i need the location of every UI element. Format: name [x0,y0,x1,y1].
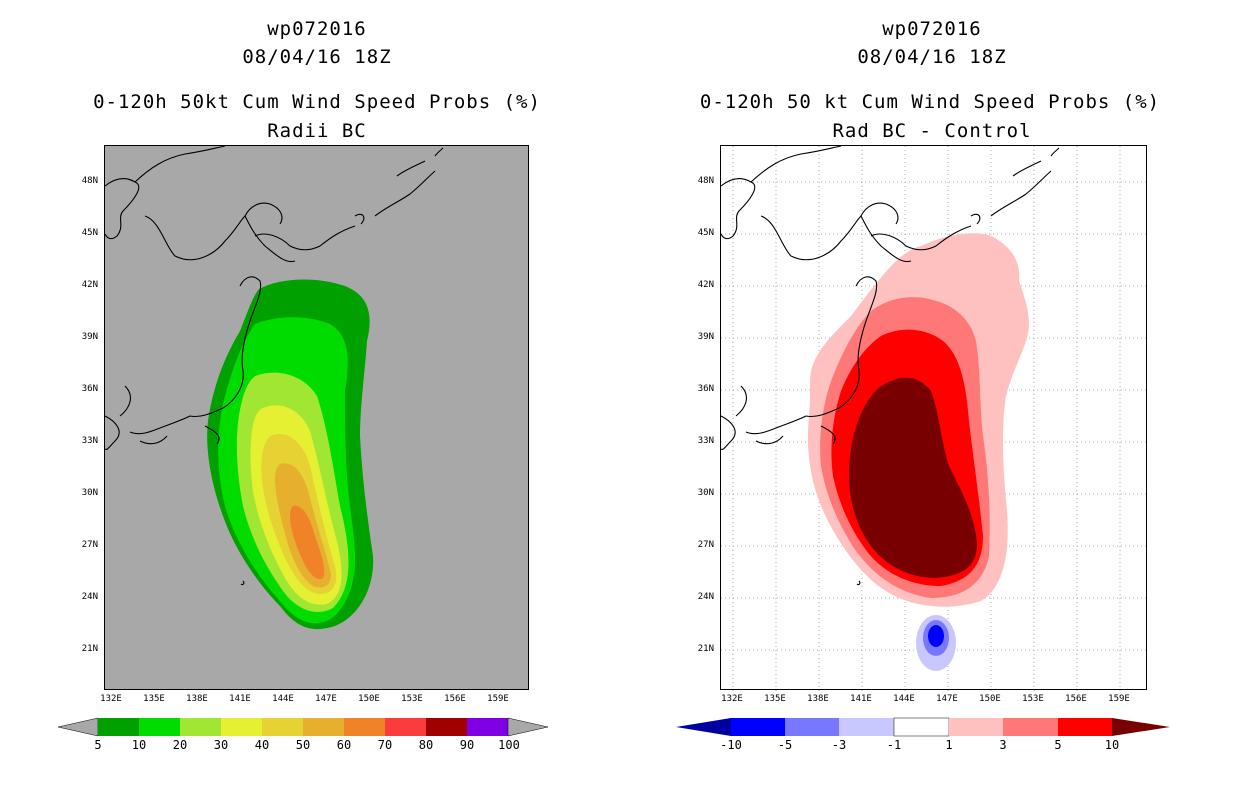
right-colorbar-label: 5 [1054,738,1062,752]
right-lon-label: 156E [1065,694,1087,704]
left-lon-label: 159E [487,694,509,704]
right-lat-label: 24N [697,592,714,602]
left-colorbar-bin [139,718,180,736]
left-lat-label: 33N [81,436,98,446]
left-colorbar [57,717,549,737]
left-lon-label: 147E [315,694,337,704]
left-colorbar-label: 90 [459,738,475,752]
left-lon-label: 141E [229,694,251,704]
right-map [720,145,1148,691]
left-lat-label: 36N [81,384,98,394]
left-colorbar-label: 60 [336,738,352,752]
left-colorbar-label: 30 [213,738,229,752]
left-lat-label: 48N [81,176,98,186]
right-subtitle: Rad BC - Control [832,120,1032,142]
left-lon-label: 153E [401,694,423,704]
right-lat-label: 36N [697,384,714,394]
left-colorbar-label: 80 [418,738,434,752]
left-lat-label: 39N [81,332,98,342]
right-lon-label: 153E [1022,694,1044,704]
left-colorbar-bin [221,718,262,736]
left-colorbar-bin [344,718,385,736]
right-lat-label: 48N [697,176,714,186]
left-lon-label: 144E [272,694,294,704]
left-datetime: 08/04/16 18Z [242,46,392,68]
left-colorbar-low-end [57,717,99,737]
right-coastlines [720,145,1060,586]
right-colorbar-low-end [676,718,731,736]
right-colorbar-label: -1 [886,738,902,752]
right-colorbar-label: 3 [999,738,1007,752]
right-lon-label: 150E [979,694,1001,704]
left-colorbar-label: 100 [498,738,520,752]
left-colorbar-bin [385,718,426,736]
right-colorbar-bin [785,718,839,736]
right-lat-label: 39N [697,332,714,342]
right-lon-label: 147E [936,694,958,704]
left-lat-label: 27N [81,540,98,550]
left-colorbar-bin [180,718,221,736]
right-colorbar-bin [731,718,785,736]
right-title: 0-120h 50 kt Cum Wind Speed Probs (%) [699,91,1161,113]
left-colorbar-label: 5 [94,738,102,752]
right-lat-label: 21N [697,644,714,654]
right-lat-label: 42N [697,280,714,290]
left-map-plot [104,145,444,630]
right-lon-label: 138E [807,694,829,704]
right-storm-id: wp072016 [882,18,982,40]
right-lon-label: 144E [893,694,915,704]
left-colorbar-bin [303,718,344,736]
right-colorbar-label: 1 [945,738,953,752]
left-lat-label: 42N [81,280,98,290]
left-colorbar-label: 20 [172,738,188,752]
left-colorbar-bin [426,718,467,736]
right-datetime: 08/04/16 18Z [857,46,1007,68]
right-lon-label: 159E [1108,694,1130,704]
right-colorbar-label: 10 [1104,738,1120,752]
left-storm-id: wp072016 [267,18,367,40]
right-lon-label: 141E [850,694,872,704]
right-colorbar-bin [1003,718,1058,736]
right-colorbar-bin [1058,718,1112,736]
left-lat-label: 30N [81,488,98,498]
left-colorbar-high-end [507,717,549,737]
left-coastlines [104,145,444,586]
right-lon-label: 135E [764,694,786,704]
left-lon-label: 156E [444,694,466,704]
left-lat-label: 24N [81,592,98,602]
left-lon-label: 150E [358,694,380,704]
prob-60-region [290,505,325,580]
left-title: 0-120h 50kt Cum Wind Speed Probs (%) [93,91,541,113]
left-colorbar-label: 70 [377,738,393,752]
left-lon-label: 132E [100,694,122,704]
left-lat-label: 45N [81,228,98,238]
diff-neg-inner-region [928,625,944,647]
left-lon-label: 138E [186,694,208,704]
left-lon-label: 135E [143,694,165,704]
right-lon-label: 132E [721,694,743,704]
left-colorbar-label: 50 [295,738,311,752]
right-colorbar-high-end [1112,718,1170,736]
right-lat-label: 30N [697,488,714,498]
right-lat-label: 33N [697,436,714,446]
left-colorbar-bin [98,718,139,736]
left-colorbar-label: 10 [131,738,147,752]
right-colorbar-label: -5 [777,738,793,752]
right-colorbar-bin [893,717,950,737]
left-colorbar-bin [467,718,508,736]
left-subtitle: Radii BC [267,120,367,142]
left-colorbar-bin [262,718,303,736]
right-colorbar-label: -10 [720,738,742,752]
right-lat-label: 45N [697,228,714,238]
right-lat-label: 27N [697,540,714,550]
diff-over-10-region [849,377,977,578]
left-map [104,145,529,690]
right-map-plot [720,145,1148,691]
right-colorbar-bin [839,718,894,736]
left-colorbar-label: 40 [254,738,270,752]
right-colorbar-label: -3 [831,738,847,752]
right-colorbar [676,717,1170,737]
right-colorbar-bin [949,718,1003,736]
left-lat-label: 21N [81,644,98,654]
